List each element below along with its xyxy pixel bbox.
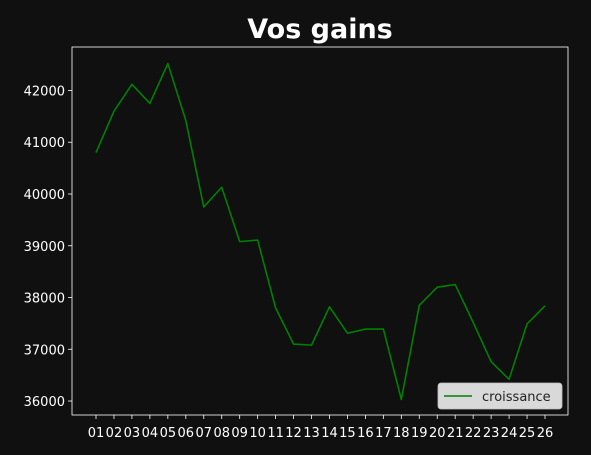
- legend-box: [437, 382, 563, 410]
- y-tick-label: 39000: [24, 240, 65, 255]
- x-tick-label: 06: [178, 426, 195, 441]
- x-tick-label: 18: [393, 426, 410, 441]
- y-axis: 36000 37000 38000 39000 40000 41000 42000: [24, 84, 72, 410]
- x-tick-label: 16: [357, 426, 374, 441]
- x-tick-label: 09: [231, 426, 248, 441]
- x-tick-label: 25: [519, 426, 536, 441]
- x-tick-label: 14: [321, 426, 338, 441]
- x-tick-label: 20: [429, 426, 446, 441]
- x-tick-label: 15: [339, 426, 356, 441]
- series-layer: [95, 62, 546, 401]
- x-tick-label: 24: [501, 426, 518, 441]
- x-tick-label: 04: [142, 426, 159, 441]
- x-tick-label: 08: [213, 426, 230, 441]
- y-tick-label: 40000: [24, 188, 65, 203]
- x-tick-label: 07: [195, 426, 212, 441]
- legend-label: croissance: [482, 390, 551, 405]
- y-tick-label: 42000: [24, 84, 65, 99]
- x-tick-label: 05: [160, 426, 177, 441]
- y-tick-label: 38000: [24, 292, 65, 307]
- series-line-croissance: [95, 62, 546, 401]
- x-tick-label: 19: [411, 426, 428, 441]
- legend: croissance: [437, 382, 563, 410]
- x-tick-label: 13: [303, 426, 320, 441]
- plot-area: [71, 46, 569, 416]
- x-tick-label: 22: [465, 426, 482, 441]
- x-tick-label: 02: [106, 426, 123, 441]
- x-tick-label: 01: [88, 426, 105, 441]
- x-tick-label: 03: [124, 426, 141, 441]
- x-tick-label: 11: [267, 426, 284, 441]
- x-tick-label: 23: [483, 426, 500, 441]
- x-tick-label: 21: [447, 426, 464, 441]
- x-tick-label: 26: [537, 426, 554, 441]
- y-tick-label: 37000: [24, 343, 65, 358]
- y-tick-label: 36000: [24, 395, 65, 410]
- x-axis: 01 02 03 04 05 06 07 08 09 10 11 12 13 14 15 16 17 18 19 20…: [88, 415, 554, 441]
- y-tick-label: 41000: [24, 136, 65, 151]
- chart-title: Vos gains: [247, 14, 393, 45]
- x-tick-label: 12: [285, 426, 302, 441]
- x-tick-label: 10: [249, 426, 266, 441]
- plot-frame: [71, 46, 569, 416]
- x-tick-label: 17: [375, 426, 392, 441]
